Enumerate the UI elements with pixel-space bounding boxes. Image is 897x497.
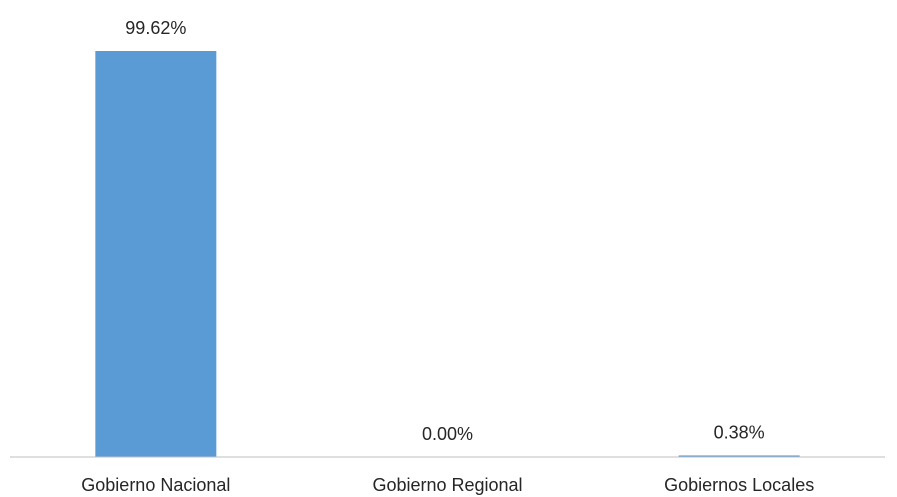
bars-group xyxy=(95,51,800,457)
data-label-1: 0.00% xyxy=(422,424,473,444)
x-tick-label-0: Gobierno Nacional xyxy=(81,475,230,495)
bar-2 xyxy=(678,455,800,457)
data-labels-group: 99.62% 0.00% 0.38% xyxy=(125,18,764,444)
data-label-2: 0.38% xyxy=(714,422,765,442)
x-tick-labels-group: Gobierno Nacional Gobierno Regional Gobier… xyxy=(81,475,814,495)
bar-0 xyxy=(95,51,217,457)
x-tick-label-2: Gobiernos Locales xyxy=(664,475,814,495)
x-tick-label-1: Gobierno Regional xyxy=(372,475,522,495)
data-label-0: 99.62% xyxy=(125,18,186,38)
